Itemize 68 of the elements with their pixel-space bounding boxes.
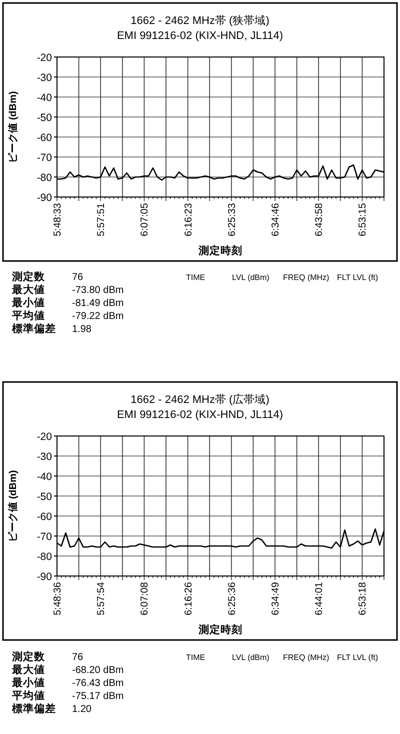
- y-tick-label: -80: [36, 172, 52, 184]
- chart-subtitle: EMI 991216-02 (KIX-HND, JL114): [116, 409, 284, 421]
- x-tick-label: 6:25:33: [226, 202, 238, 236]
- x-tick-label: 6:07:08: [140, 582, 151, 616]
- chart-subtitle: EMI 991216-02 (KIX-HND, JL114): [116, 30, 284, 42]
- y-axis-title: ピーク値 (dBm): [7, 470, 19, 542]
- y-tick-label: -20: [36, 52, 52, 64]
- text: 標準偏差: [11, 702, 56, 715]
- x-axis-title: 測定時刻: [198, 623, 242, 636]
- x-tick-label: 6:43:58: [314, 202, 326, 236]
- text: FLT LVL (ft): [337, 653, 378, 662]
- text: TIME: [186, 273, 206, 282]
- y-tick-label: -30: [36, 72, 52, 84]
- x-tick-label: 6:53:18: [358, 582, 369, 616]
- text: 標準偏差: [11, 322, 56, 335]
- text: -81.49 dBm: [72, 298, 124, 309]
- text: -76.43 dBm: [72, 678, 124, 689]
- x-tick-label: 6:34:46: [270, 202, 282, 236]
- y-tick-label: -90: [36, 192, 52, 204]
- y-tick-label: -50: [36, 491, 52, 503]
- x-tick-label: 6:53:15: [358, 202, 369, 236]
- text: 最小値: [11, 296, 45, 309]
- x-tick-label: 5:57:54: [96, 582, 108, 616]
- text: 1.20: [72, 704, 92, 715]
- y-tick-label: -30: [36, 451, 52, 463]
- text: 最小値: [11, 676, 45, 689]
- y-tick-label: -70: [36, 152, 52, 164]
- text: 測定数: [11, 270, 46, 283]
- text: 76: [72, 272, 84, 283]
- text: -79.22 dBm: [72, 311, 124, 322]
- text: LVL (dBm): [232, 653, 270, 662]
- x-axis-title: 測定時刻: [198, 244, 242, 257]
- text: 最大値: [11, 663, 45, 676]
- y-tick-label: -40: [36, 471, 52, 483]
- text: FLT LVL (ft): [337, 273, 378, 282]
- text: -75.17 dBm: [72, 691, 124, 702]
- y-tick-label: -40: [36, 92, 52, 104]
- text: 平均値: [11, 689, 45, 702]
- x-tick-label: 6:44:01: [314, 582, 326, 616]
- text: FREQ (MHz): [283, 273, 330, 282]
- text: -68.20 dBm: [72, 665, 124, 676]
- text: LVL (dBm): [232, 273, 270, 282]
- y-tick-label: -50: [36, 112, 52, 124]
- chart-title: 1662 - 2462 MHz帯 (広帯域): [130, 393, 270, 406]
- text: 平均値: [11, 309, 45, 322]
- y-tick-label: -70: [36, 531, 52, 543]
- y-tick-label: -60: [36, 511, 52, 523]
- x-tick-label: 6:07:05: [140, 202, 151, 236]
- x-tick-label: 5:57:51: [96, 202, 108, 236]
- chart-title: 1662 - 2462 MHz帯 (狭帯域): [130, 14, 270, 27]
- text: 測定数: [11, 650, 46, 663]
- text: 76: [72, 652, 84, 663]
- y-tick-label: -60: [36, 132, 52, 144]
- text: TIME: [186, 653, 206, 662]
- x-tick-label: 6:25:36: [226, 582, 238, 616]
- x-tick-label: 6:34:49: [270, 582, 282, 616]
- text: 最大値: [11, 283, 45, 296]
- text: 1.98: [72, 324, 92, 335]
- y-axis-title: ピーク値 (dBm): [7, 91, 19, 163]
- text: FREQ (MHz): [283, 653, 330, 662]
- x-tick-label: 5:48:33: [52, 202, 64, 236]
- x-tick-label: 6:16:26: [183, 582, 194, 616]
- y-tick-label: -20: [36, 431, 52, 443]
- x-tick-label: 5:48:36: [52, 582, 64, 616]
- text: -73.80 dBm: [72, 285, 124, 296]
- y-tick-label: -90: [36, 571, 52, 583]
- x-tick-label: 6:16:23: [183, 202, 194, 236]
- y-tick-label: -80: [36, 551, 52, 563]
